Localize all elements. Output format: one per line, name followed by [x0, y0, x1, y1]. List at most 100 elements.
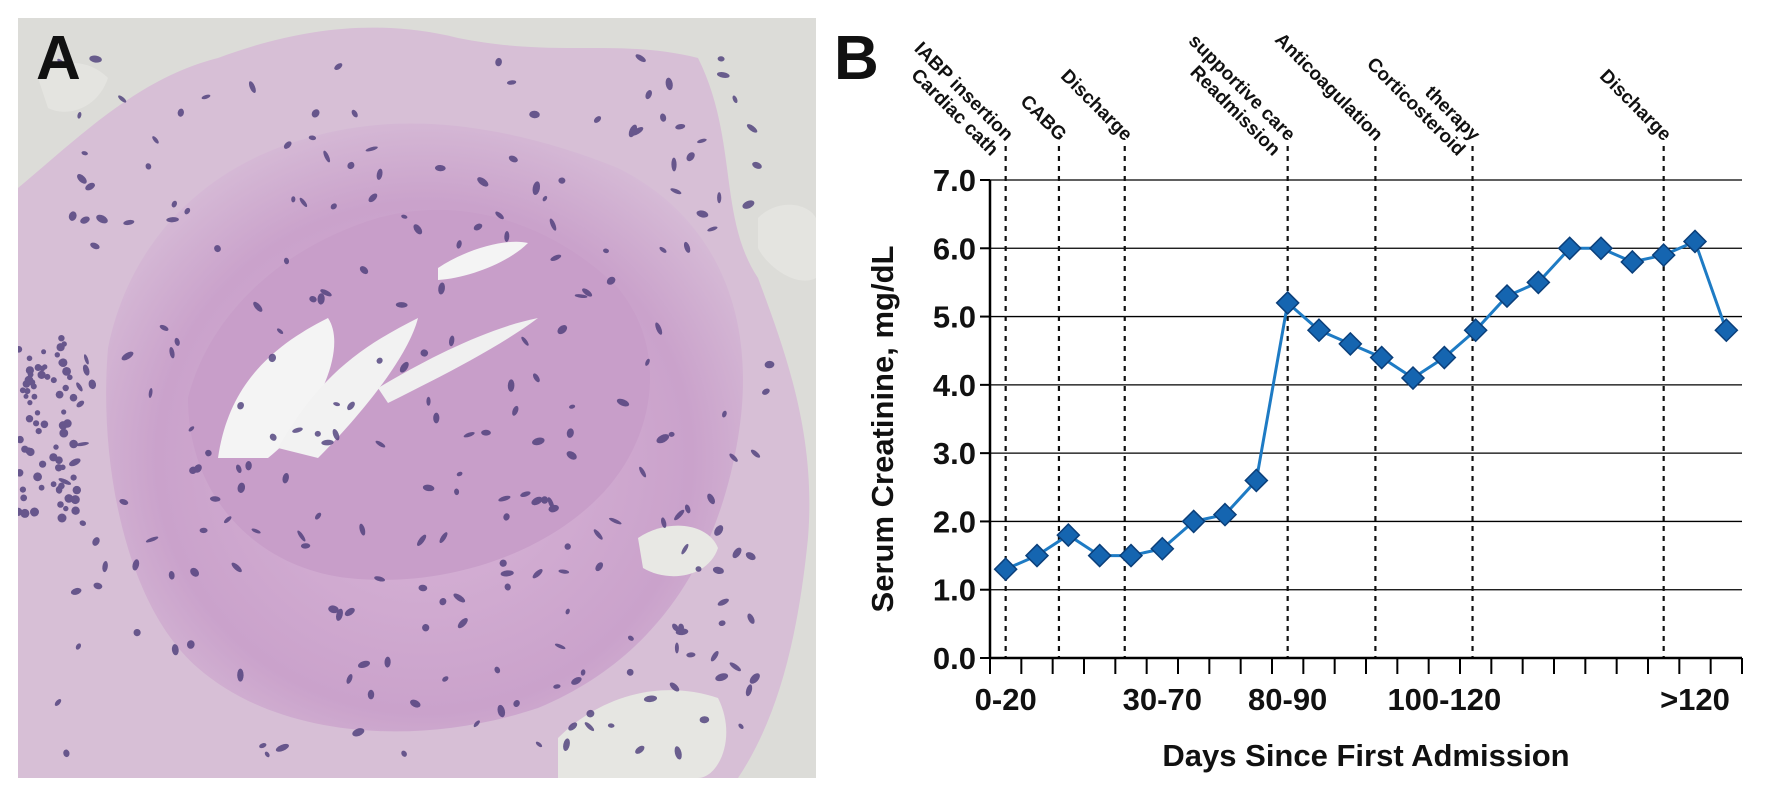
lymphocyte [40, 420, 49, 429]
nucleus [205, 449, 212, 457]
nucleus [557, 325, 568, 335]
lymphocyte [19, 486, 26, 493]
y-axis-title: Serum Creatinine, mg/dL [865, 246, 900, 613]
tubule-lumen [38, 63, 108, 112]
nucleus [678, 623, 685, 632]
lymphocyte [42, 364, 48, 370]
nucleus [77, 174, 87, 184]
nucleus [532, 373, 540, 383]
lymphocyte [58, 482, 65, 490]
nucleus [259, 743, 267, 749]
nucleus [89, 55, 102, 63]
nucleus [595, 562, 604, 572]
nucleus [123, 219, 135, 226]
lymphocyte [18, 469, 24, 477]
nucleus [463, 432, 475, 438]
nucleus [745, 684, 753, 697]
data-point [1620, 249, 1645, 275]
nucleus [512, 405, 519, 416]
data-point [1150, 536, 1175, 561]
nucleus [661, 517, 667, 528]
y-tick-label: 1.0 [933, 573, 976, 608]
nucleus [717, 56, 725, 62]
y-tick-label: 2.0 [933, 504, 976, 539]
data-point [1338, 331, 1363, 356]
nucleus [498, 495, 511, 502]
tubule-lumen [638, 525, 718, 577]
lymphocyte [20, 508, 30, 518]
nucleus [684, 504, 691, 514]
data-point [1369, 345, 1394, 370]
data-point [1588, 236, 1614, 261]
nucleus [315, 512, 322, 520]
nucleus [264, 751, 270, 758]
nucleus [627, 635, 634, 641]
lymphocyte [22, 380, 31, 388]
axes [980, 179, 1743, 674]
nucleus [655, 322, 663, 335]
nucleus [606, 276, 616, 285]
data-point [1056, 523, 1081, 548]
data-series [993, 229, 1739, 582]
x-tick-label: >120 [1660, 682, 1730, 717]
lymphocyte [61, 409, 67, 415]
lymphocyte [60, 464, 66, 471]
nucleus [607, 723, 615, 728]
nucleus [118, 95, 127, 103]
data-point [1181, 509, 1206, 534]
cholesterol-cleft [218, 318, 335, 458]
nucleus [283, 141, 292, 149]
nucleus [656, 434, 670, 444]
nucleus [90, 242, 100, 250]
nucleus [442, 676, 449, 682]
nucleus [76, 400, 85, 408]
nucleus [457, 618, 468, 629]
nucleus [439, 532, 448, 544]
nucleus [603, 248, 609, 254]
data-point [1432, 345, 1457, 370]
nucleus [223, 516, 232, 524]
nucleus [729, 662, 741, 672]
nucleus [188, 426, 195, 432]
nucleus [102, 561, 108, 573]
lymphocyte [27, 400, 33, 406]
nucleus [495, 211, 504, 220]
lymphocyte [18, 346, 23, 353]
nucleus [580, 669, 586, 676]
nucleus [54, 699, 62, 706]
nucleus [184, 207, 191, 215]
nucleus [540, 496, 549, 504]
nucleus [645, 90, 652, 100]
nucleus [214, 245, 221, 253]
nucleus [314, 430, 321, 437]
lymphocyte [61, 341, 67, 347]
nucleus [119, 499, 129, 505]
nucleus [532, 437, 545, 446]
nucleus [413, 224, 423, 235]
nucleus [565, 608, 570, 615]
nucleus [320, 289, 332, 297]
nucleus [133, 628, 141, 637]
nucleus [171, 200, 177, 208]
nucleus [542, 195, 548, 202]
lymphocyte [57, 501, 64, 508]
lymphocyte [62, 384, 69, 392]
nucleus [68, 211, 77, 221]
nucleus [494, 666, 501, 674]
lymphocyte [69, 439, 78, 449]
nucleus [365, 146, 378, 152]
nucleus [732, 547, 742, 559]
histology-micrograph [18, 18, 816, 778]
nucleus [367, 689, 375, 700]
lymphocyte [55, 456, 63, 465]
nucleus [506, 80, 517, 85]
nucleus [699, 716, 710, 724]
nucleus [712, 566, 724, 575]
lymphocyte [34, 410, 41, 416]
data-point [1212, 502, 1238, 527]
nucleus [584, 722, 595, 732]
nucleus [93, 582, 103, 590]
nucleus [336, 608, 343, 621]
nucleus [299, 197, 308, 207]
nucleus [269, 433, 277, 441]
